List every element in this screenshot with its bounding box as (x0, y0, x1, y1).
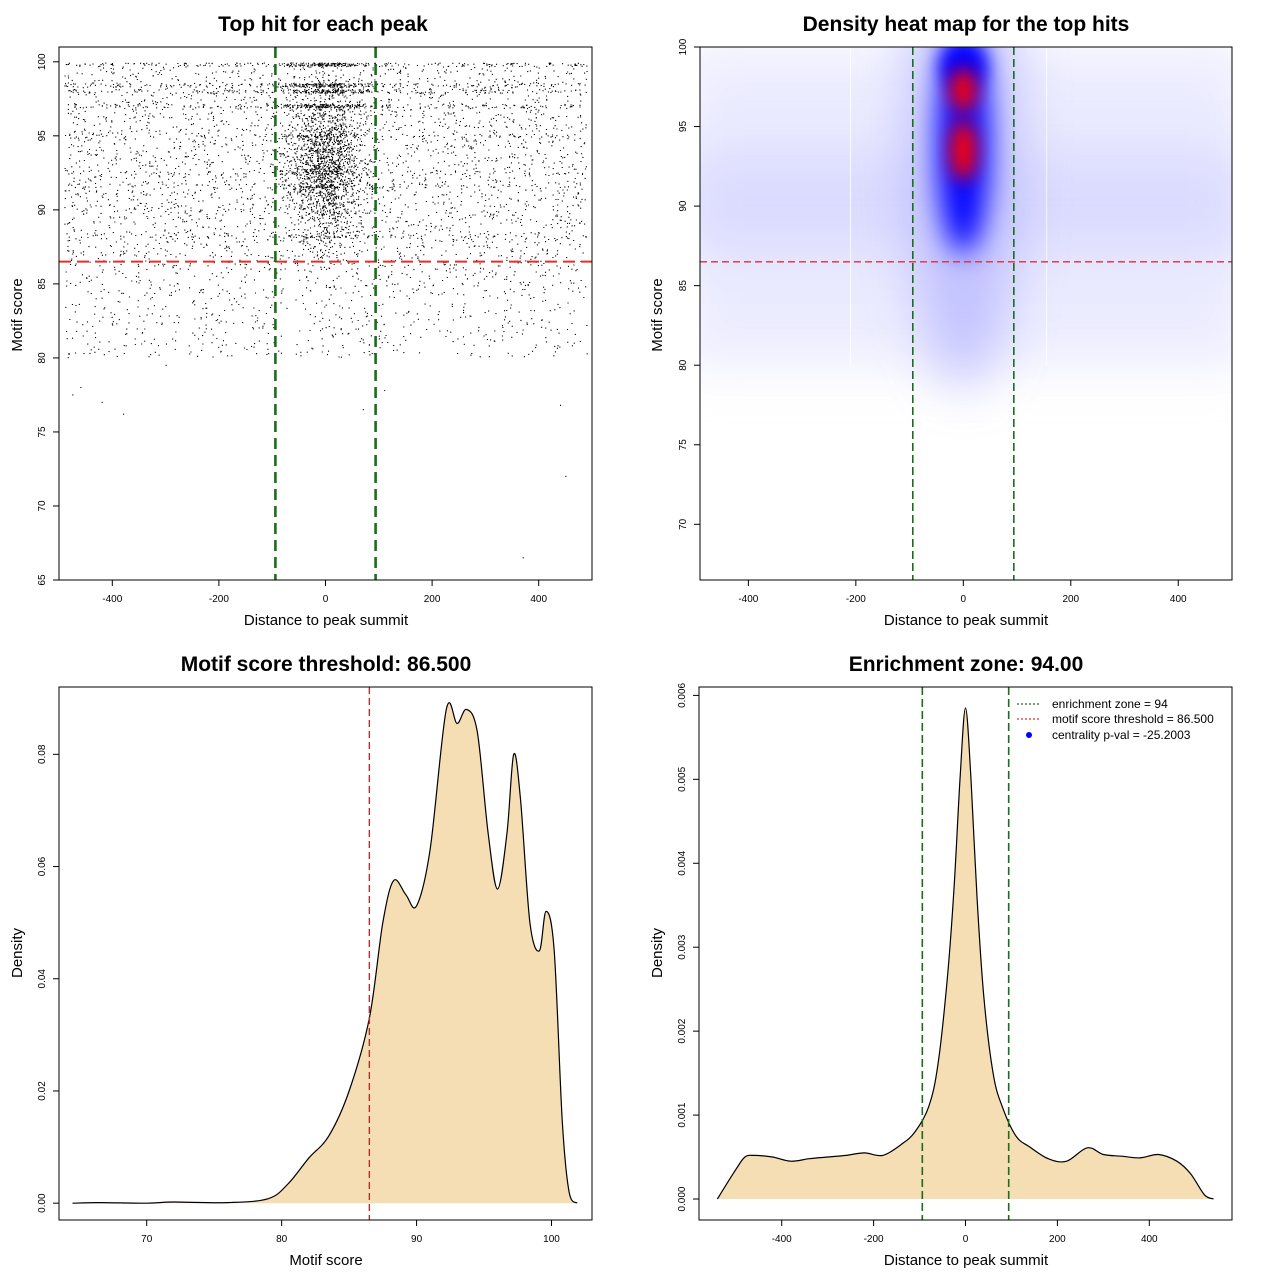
x-tick-label: 0 (323, 594, 329, 605)
y-axis: 0.000 0.001 0.002 0.003 0.004 0.005 0.006 (677, 682, 699, 1212)
y-tick-label: 0.001 (677, 1102, 688, 1127)
density-marks (72, 687, 578, 1220)
plot-frame (699, 46, 1233, 581)
x-tick-label: 400 (1170, 594, 1187, 605)
x-axis-label: Distance to peak summit (884, 1252, 1049, 1269)
x-axis: -400 -200 0 200 400 (102, 580, 547, 605)
x-tick-label: 90 (411, 1234, 423, 1245)
chart-title: Motif score threshold: 86.500 (181, 653, 472, 676)
heatmap-density (700, 47, 1232, 390)
y-tick-label: 95 (678, 121, 689, 133)
y-tick-label: 0.006 (677, 682, 688, 707)
heat-hotspot (950, 120, 977, 181)
legend-zone-label: enrichment zone = 94 (1052, 697, 1168, 711)
heatmap-panel: -400 -200 0 200 400 70 75 80 85 90 95 100 Density … (649, 13, 1233, 629)
y-axis: 0.00 0.02 0.04 0.06 0.08 (37, 744, 59, 1213)
legend: enrichment zone = 94 motif score thresho… (1017, 697, 1214, 742)
x-tick-label: 400 (530, 594, 547, 605)
heatmap-lines (700, 47, 1232, 580)
x-tick-label: 200 (424, 594, 441, 605)
y-tick-label: 0.00 (37, 1193, 48, 1213)
chart-title: Top hit for each peak (218, 13, 428, 36)
y-tick-label: 85 (37, 278, 48, 290)
x-tick-label: -200 (864, 1234, 884, 1245)
y-tick-label: 0.08 (37, 744, 48, 764)
y-tick-label: 90 (37, 204, 48, 216)
distance-density-panel: -400 -200 0 200 400 0.0000.0010.0020.0030.00… (649, 653, 1233, 1269)
x-tick-label: 200 (1049, 1234, 1066, 1245)
y-tick-label: 75 (37, 426, 48, 438)
y-axis-label: Motif score (9, 278, 26, 351)
y-tick-label: 0.002 (677, 1018, 688, 1043)
legend-threshold-label: motif score threshold = 86.500 (1052, 712, 1214, 726)
y-tick-label: 85 (678, 280, 689, 292)
y-axis-label: Density (649, 927, 666, 978)
x-tick-label: -200 (209, 594, 229, 605)
y-tick-label: 0.04 (37, 969, 48, 989)
scatter-point-cloud (64, 62, 588, 559)
x-axis-label: Motif score (289, 1252, 362, 1269)
y-tick-label: 0.02 (37, 1081, 48, 1101)
x-axis: 70 80 90 100 (141, 1220, 560, 1245)
chart-title: Density heat map for the top hits (803, 13, 1130, 36)
x-tick-label: -400 (102, 594, 122, 605)
legend-centrality-label: centrality p-val = -25.2003 (1052, 728, 1191, 742)
scatter-points (59, 47, 592, 580)
density-marks (716, 687, 1214, 1220)
y-tick-label: 90 (678, 200, 689, 212)
x-tick-label: 0 (963, 1234, 969, 1245)
y-tick-label: 0.003 (677, 934, 688, 959)
density-area (717, 708, 1214, 1199)
x-axis-label: Distance to peak summit (244, 612, 409, 629)
x-tick-label: -200 (846, 594, 866, 605)
y-axis-label: Density (9, 927, 26, 978)
x-tick-label: -400 (772, 1234, 792, 1245)
x-axis-label: Distance to peak summit (884, 612, 1049, 629)
y-tick-label: 0.004 (677, 850, 688, 875)
scatter-panel: -400 -200 0 200 400 65 70 75 80 85 90 95 100 Top hi… (9, 13, 593, 629)
density-curve (72, 702, 578, 1204)
x-tick-label: -400 (738, 594, 758, 605)
x-tick-label: 80 (276, 1234, 288, 1245)
y-tick-label: 0.000 (677, 1186, 688, 1211)
legend-centrality-dot (1026, 732, 1032, 738)
y-tick-label: 65 (37, 574, 48, 586)
y-tick-label: 70 (678, 518, 689, 530)
score-density-panel: 70 80 90 100 0.00 0.02 0.04 0.06 0.08 Motif sco… (9, 653, 593, 1269)
y-axis: 65 70 75 80 85 90 95 100 (37, 53, 59, 586)
y-axis-label: Motif score (649, 278, 666, 351)
x-tick-label: 100 (543, 1234, 560, 1245)
y-tick-label: 0.005 (677, 766, 688, 791)
y-tick-label: 70 (37, 500, 48, 512)
x-axis: -400 -200 0 200 400 (772, 1220, 1158, 1245)
x-tick-label: 70 (141, 1234, 153, 1245)
y-tick-label: 95 (37, 130, 48, 142)
plot-frame (58, 46, 593, 581)
y-tick-label: 80 (37, 352, 48, 364)
x-axis: -400 -200 0 200 400 (738, 580, 1187, 605)
y-tick-label: 100 (37, 53, 48, 70)
y-tick-label: 75 (678, 439, 689, 451)
density-curve (716, 707, 1214, 1200)
density-area (72, 702, 578, 1204)
x-tick-label: 0 (961, 594, 967, 605)
x-tick-label: 200 (1062, 594, 1079, 605)
y-tick-label: 80 (678, 359, 689, 371)
chart-title: Enrichment zone: 94.00 (849, 653, 1084, 676)
y-tick-label: 0.06 (37, 856, 48, 876)
plot-frame (58, 686, 593, 1221)
y-axis: 70 75 80 85 90 95 100 (678, 38, 700, 530)
x-tick-label: 400 (1141, 1234, 1158, 1245)
heat-hotspot (950, 67, 977, 112)
y-tick-label: 100 (678, 38, 689, 55)
